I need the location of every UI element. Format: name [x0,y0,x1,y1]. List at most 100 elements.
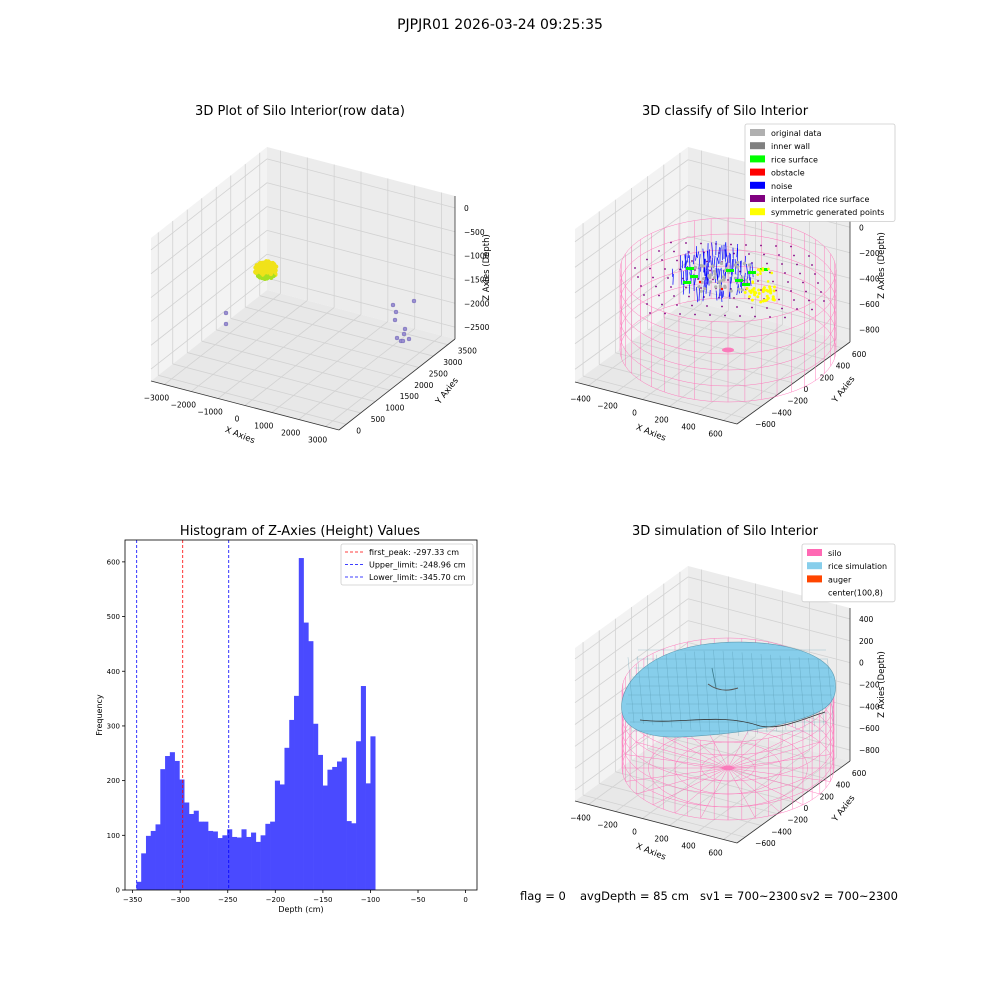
plot2-data-point [750,298,754,302]
plot2-data-point [713,272,717,276]
plot2-data-point [733,252,735,255]
plot1-gridline-z [266,206,456,256]
plot4-ridge-line [639,711,826,728]
plot2-noise-streak [706,270,708,285]
plot2-noise-streak [698,254,701,270]
plot2-data-point [685,242,687,244]
plot1-data-point [392,317,398,323]
plot2-noise-streak [715,257,718,272]
plot1-rice-cluster [253,259,279,281]
plot2-data-point [688,251,690,253]
plot4-y-tick-label: 200 [820,792,835,801]
plot2-noise-streak [749,276,752,287]
plot1-data-point [400,338,406,344]
plot2-gridline-z [687,235,851,279]
plot2-data-point [745,244,747,246]
plot2-data-point [735,279,743,282]
plot2-data-point [685,286,687,289]
plot2-data-point [793,254,795,257]
plot2-y-tick-label: 600 [852,350,867,359]
plot4-mesh-line [675,653,682,729]
plot1-gridline-z [150,253,268,346]
plot3-bar [294,695,300,890]
plot2-data-point [667,277,669,279]
plot4-center-mark [707,683,739,691]
plot4-legend-label: auger [828,575,852,584]
status-sv1: sv1 = 700~2300 [700,889,798,903]
plot2-silo-ring [619,281,837,387]
plot2-legend-label: symmetric generated points [771,208,884,217]
plot4-mesh-line [751,653,758,734]
plot2-data-point [747,263,752,267]
plot4-mesh-line [817,658,825,726]
plot4-y-tick-label: −400 [771,827,792,836]
plot2-data-point [814,273,816,275]
plot2-data-point [697,285,701,289]
plot2-legend-label: obstacle [771,169,805,178]
plot1-gridline-x [325,335,442,427]
plot2-gridline-z [574,286,689,370]
plot1-gridline-y [187,352,376,402]
plot2-legend-swatch [750,208,765,216]
plot4-mesh-line [789,656,796,729]
plot4-mesh-line [827,659,834,725]
plot2-data-point [760,289,762,291]
plot1-gridline-y [245,306,434,357]
plot1-x-tick-label: −3000 [144,394,170,403]
plot2-data-point [790,290,792,292]
plot2-data-point [758,269,762,273]
plot2-data-point [688,295,690,298]
plot4-gridline-z [574,576,689,660]
plot2-data-point [748,271,756,274]
plot2-data-point [751,306,753,309]
plot3-bar [265,823,271,890]
plot3-y-tick-label: 0 [116,887,120,895]
plot2-z-tick-label: −200 [859,249,880,258]
plot2-data-point [733,297,735,299]
plot2-data-point [772,285,776,289]
plot2-noise-streak [684,254,687,272]
plot2-data-point [703,287,707,291]
plot2-data-point [714,285,718,289]
plot2-gridline-y [582,375,746,419]
plot1-gridline-z [150,206,268,298]
plot2-data-point [706,305,708,307]
plot2-y-tick-label: 200 [820,373,835,382]
plot1-gridline-x [271,321,389,413]
plot2-data-point [676,304,678,306]
plot2-y-axis-label: Y Axies [830,374,858,406]
plot4-legend-box [801,543,896,603]
plot2-data-point [702,276,706,281]
plot2-data-point [802,281,804,284]
plot3-bar [184,802,190,890]
plot2-noise-streak [705,284,707,294]
plot2-data-point [768,287,772,291]
plot2-noise-streak [734,259,737,275]
plot2-data-point [664,268,666,270]
plot4-mesh-line [694,651,701,732]
plot3-bar [241,829,247,890]
plot2-data-point [751,280,755,283]
plot3-bar [136,881,142,890]
plot3-bar [222,835,228,890]
plot1-y-tick-label: 1000 [385,404,404,413]
plot3-legend-label: first_peak: -297.33 cm [369,548,459,557]
plot2-data-point [763,253,765,256]
plot2-data-point [757,291,761,295]
plot2-z-tick-label: −800 [859,325,880,334]
plot1-gridline-z [150,182,268,275]
plot3-legend-label: Lower_limit: -345.70 cm [369,573,466,582]
plot2-legend-label: noise [771,182,792,191]
plot2-data-point [670,241,672,244]
plot1-x-tick-label: 3000 [308,436,327,445]
plot3-bar [217,838,223,890]
plot2-data-point [817,282,819,284]
plot2-data-point [690,275,698,278]
plot2-noise-streak [726,255,729,267]
plot2-data-point [709,314,711,316]
plot2-data-point [761,267,765,270]
plot2-gridline-z [574,210,689,294]
plot3-bar [274,780,280,891]
plot4-gridline-y [599,783,762,826]
